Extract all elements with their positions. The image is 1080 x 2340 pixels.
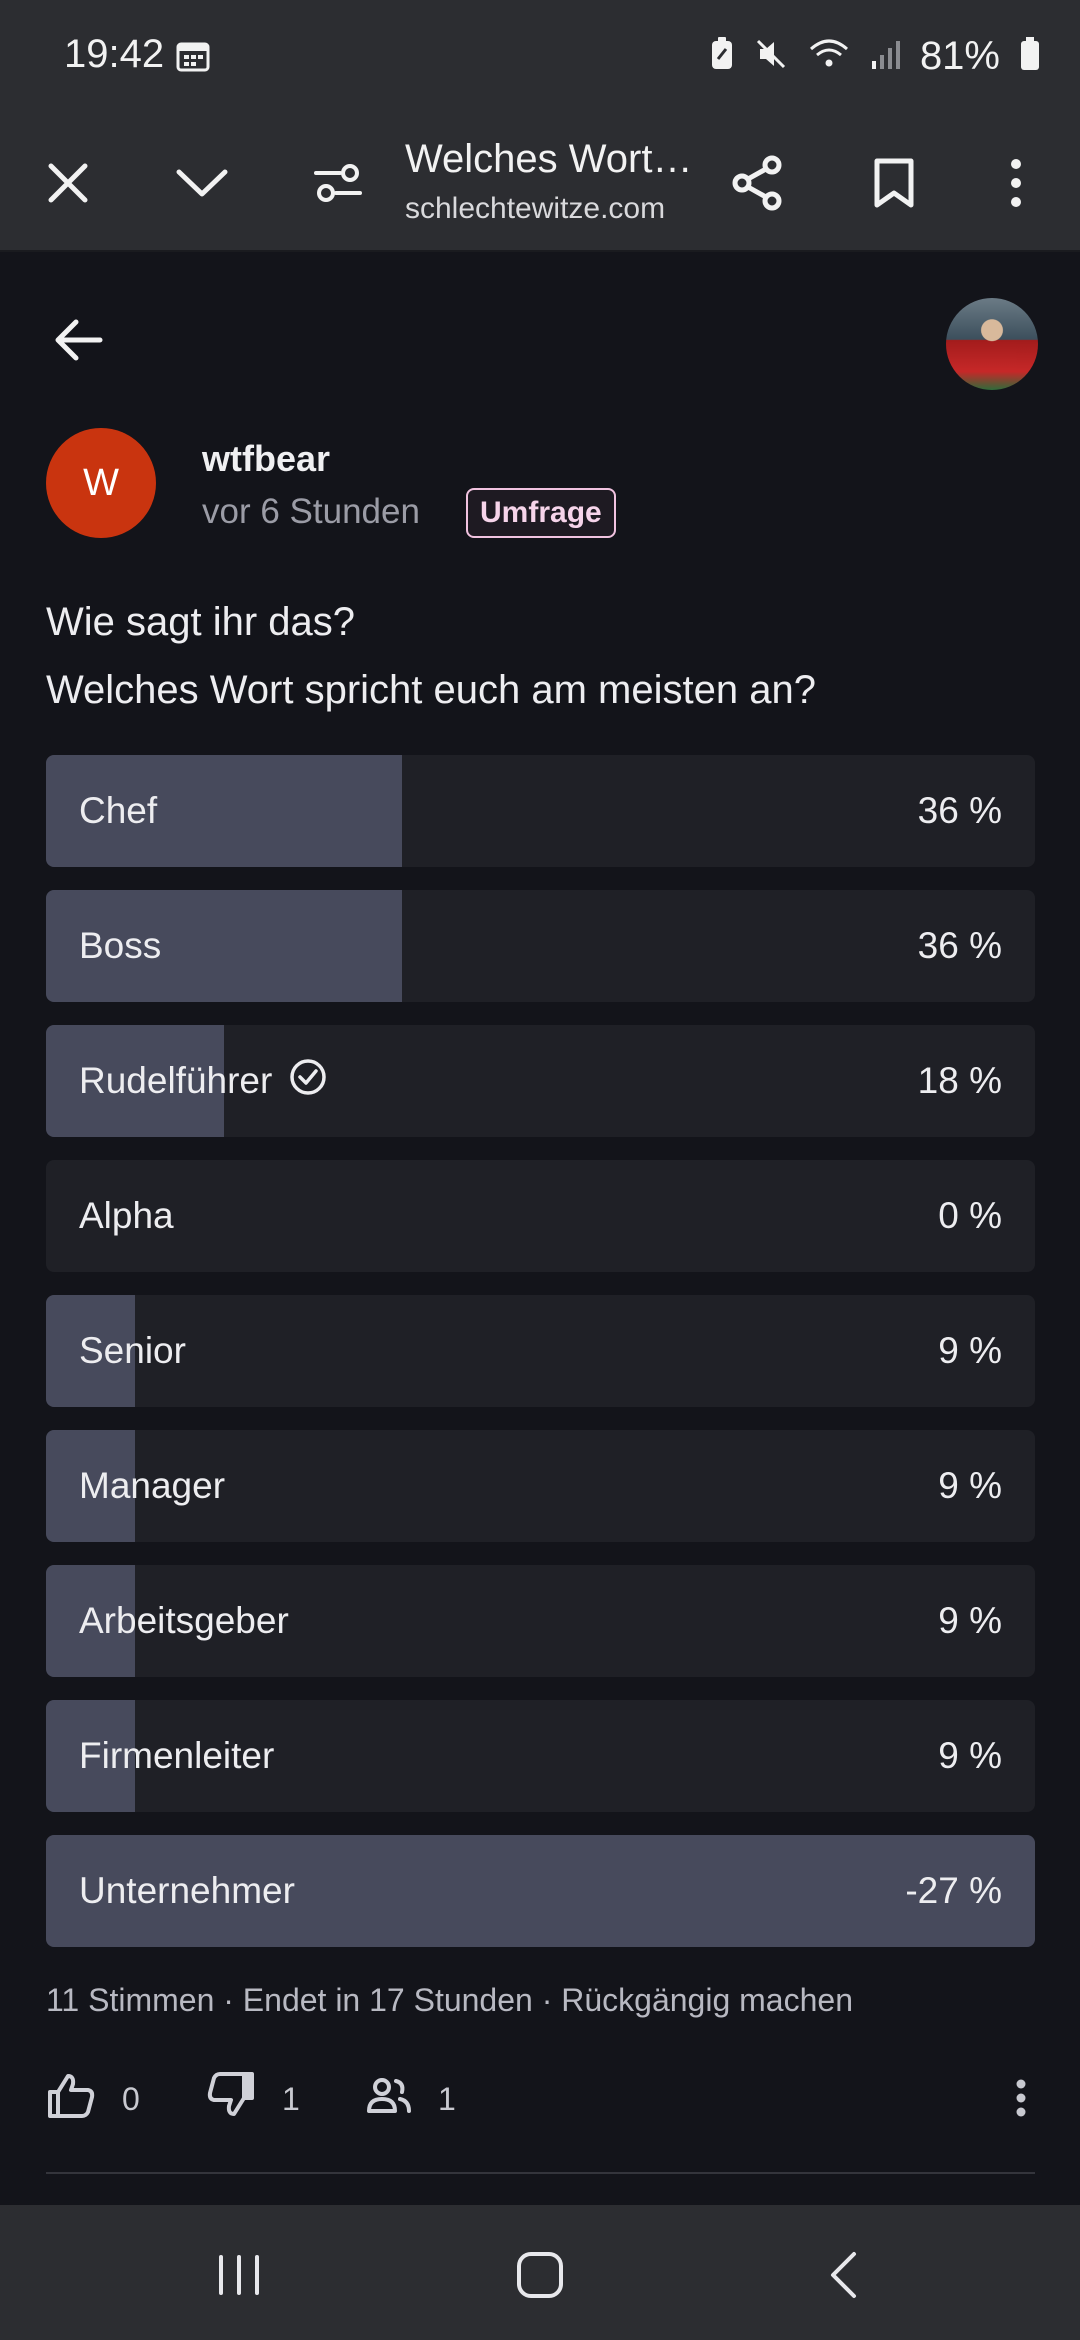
- post-more-icon[interactable]: [1015, 2078, 1027, 2123]
- dislike-button[interactable]: 1: [206, 2064, 300, 2134]
- poll-option[interactable]: Unternehmer -27 %: [46, 1835, 1035, 1947]
- poll-option-percent: 9 %: [938, 1600, 1002, 1641]
- chevron-down-icon[interactable]: [162, 143, 242, 223]
- poll-option-label: Rudelführer: [79, 1060, 273, 1101]
- poll-option-percent: 36 %: [917, 925, 1002, 966]
- poll-option[interactable]: Boss 36 %: [46, 890, 1035, 1002]
- calendar-icon: [176, 40, 210, 77]
- like-count: 0: [122, 2080, 140, 2117]
- poll-option-percent: 18 %: [917, 1060, 1002, 1101]
- poll-option-bar: [46, 1565, 135, 1677]
- post-tag-badge: Umfrage: [466, 488, 616, 538]
- post-time: vor 6 Stunden: [202, 492, 420, 531]
- poll-option[interactable]: Firmenleiter 9 %: [46, 1700, 1035, 1812]
- more-vert-icon[interactable]: [976, 143, 1056, 223]
- user-avatar[interactable]: [946, 298, 1038, 390]
- close-icon[interactable]: [28, 143, 108, 223]
- poll-option-label-wrap: Alpha: [79, 1160, 174, 1272]
- question-line-1: Wie sagt ihr das?: [46, 600, 356, 644]
- page-domain: schlechtewitze.com: [405, 192, 666, 225]
- status-time: 19:42: [64, 32, 165, 76]
- battery-percent: 81%: [919, 34, 1000, 78]
- poll-option-label: Unternehmer: [79, 1870, 295, 1911]
- share-icon[interactable]: [718, 143, 798, 223]
- poll-option-percent: 0 %: [938, 1195, 1002, 1236]
- tune-icon[interactable]: [298, 143, 378, 223]
- divider: [46, 2172, 1035, 2174]
- poll-option-label: Boss: [79, 925, 162, 966]
- bookmark-icon[interactable]: [854, 143, 934, 223]
- poll-option-label-wrap: Senior: [79, 1295, 186, 1407]
- poll-option[interactable]: Senior 9 %: [46, 1295, 1035, 1407]
- poll-option-bar: [46, 890, 403, 1002]
- poll-option-label-wrap: Firmenleiter: [79, 1700, 274, 1812]
- signal-icon: [870, 39, 900, 74]
- poll-option-label-wrap: Boss: [79, 890, 161, 1002]
- poll-option[interactable]: Manager 9 %: [46, 1430, 1035, 1542]
- poll-option-bar: [46, 1025, 225, 1137]
- arrow-left-icon[interactable]: [48, 308, 112, 372]
- wifi-icon: [808, 37, 850, 76]
- page-title: Welches Wort…: [405, 137, 693, 181]
- poll-option-bar: [46, 1295, 135, 1407]
- poll-option-label-wrap: Chef: [79, 755, 157, 867]
- poll-option-label-wrap: Arbeitsgeber: [79, 1565, 289, 1677]
- mute-icon: [754, 37, 788, 76]
- dislike-count: 1: [282, 2080, 300, 2117]
- participants-count: 1: [438, 2080, 456, 2117]
- poll-option-label: Senior: [79, 1330, 186, 1371]
- people-icon: [366, 2075, 412, 2123]
- system-nav-bar: [0, 2205, 1080, 2340]
- question-line-2: Welches Wort spricht euch am meisten an?: [46, 668, 816, 712]
- poll-option-label: Alpha: [79, 1195, 174, 1236]
- author-avatar[interactable]: W: [46, 428, 156, 538]
- author-name[interactable]: wtfbear: [202, 438, 331, 479]
- poll-option-label: Manager: [79, 1465, 226, 1506]
- poll-option[interactable]: Chef 36 %: [46, 755, 1035, 867]
- poll-option-percent: -27 %: [905, 1870, 1002, 1911]
- recent-apps-icon[interactable]: [194, 2235, 284, 2315]
- poll-option-percent: 36 %: [917, 790, 1002, 831]
- check-circle-icon: [288, 1057, 328, 1106]
- poll-option-label-wrap: Unternehmer: [79, 1835, 295, 1947]
- poll-option[interactable]: Rudelführer 18 %: [46, 1025, 1035, 1137]
- thumbs-down-icon: [206, 2072, 256, 2126]
- poll-option-percent: 9 %: [938, 1330, 1002, 1371]
- poll-option[interactable]: Arbeitsgeber 9 %: [46, 1565, 1035, 1677]
- back-nav-icon[interactable]: [798, 2235, 888, 2315]
- like-button[interactable]: 0: [46, 2064, 140, 2134]
- poll-footer: 11 Stimmen · Endet in 17 Stunden · Rückg…: [46, 1982, 853, 2018]
- home-icon[interactable]: [495, 2235, 585, 2315]
- custom-tab-toolbar: Welches Wort… schlechtewitze.com: [0, 115, 1080, 252]
- poll-option-bar: [46, 755, 403, 867]
- page-title-block[interactable]: Welches Wort… schlechtewitze.com: [405, 123, 695, 226]
- post-question: Wie sagt ihr das? Welches Wort spricht e…: [46, 588, 1046, 724]
- poll-option-label: Chef: [79, 790, 158, 831]
- poll-option-bar: [46, 1430, 135, 1542]
- poll-option[interactable]: Alpha 0 %: [46, 1160, 1035, 1272]
- poll-option-label: Firmenleiter: [79, 1735, 275, 1776]
- poll-option-bar: [46, 1700, 135, 1812]
- participants-button[interactable]: 1: [366, 2064, 456, 2134]
- poll-option-bar: [46, 1835, 1035, 1947]
- poll-option-percent: 9 %: [938, 1735, 1002, 1776]
- poll-option-label-wrap: Rudelführer: [79, 1025, 328, 1137]
- poll-option-percent: 9 %: [938, 1465, 1002, 1506]
- poll-option-label-wrap: Manager: [79, 1430, 225, 1542]
- battery-saver-icon: [710, 37, 734, 76]
- post-actions: 0 1 1: [46, 2064, 1035, 2134]
- poll-option-label: Arbeitsgeber: [79, 1600, 289, 1641]
- battery-icon: [1020, 37, 1040, 76]
- page-content: W wtfbear vor 6 Stunden Umfrage Wie sagt…: [0, 252, 1080, 2205]
- poll-options: Chef 36 % Boss 36 % Rudelführer 18 % Alpha 0 % S…: [46, 755, 1035, 1970]
- thumbs-up-icon: [46, 2072, 96, 2126]
- status-bar: 19:42 81%: [0, 0, 1080, 115]
